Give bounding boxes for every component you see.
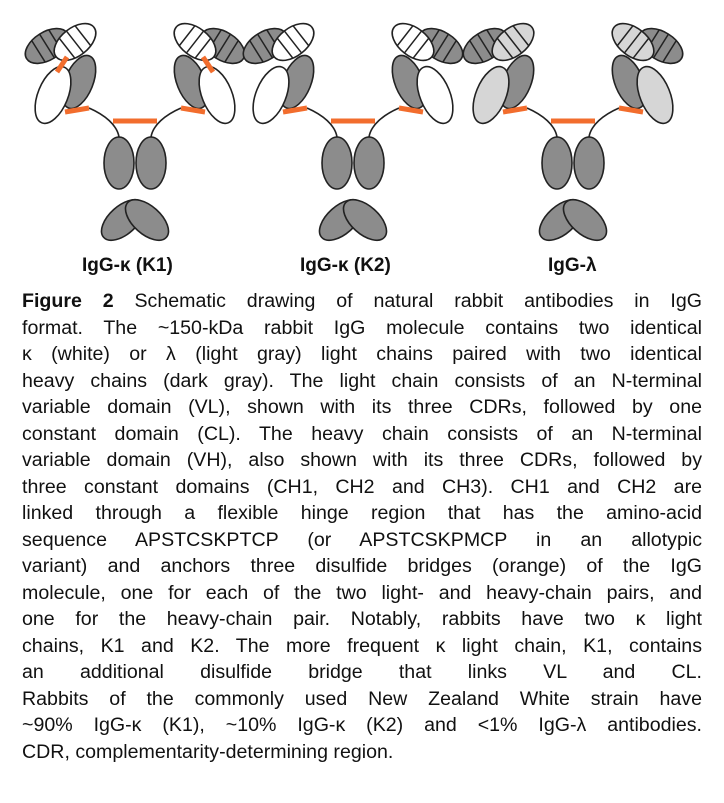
ch2-domain-left [541, 136, 573, 190]
cl-domain-left [34, 65, 72, 125]
antibody-1 [24, 19, 246, 242]
cdr-line [182, 26, 208, 58]
caption-line: Rabbits of the commonly used New Zealand… [22, 687, 702, 710]
caption-line: constant domain (CL). The heavy chain co… [22, 422, 702, 445]
ch2-domain-left [321, 136, 353, 190]
caption-line: format. The ~150-kDa rabbit IgG molecule… [22, 316, 702, 339]
caption-line: Figure 2 Schematic drawing of natural ra… [22, 290, 702, 312]
light-heavy-disulfide-left [64, 105, 90, 115]
caption-line: variable domain (VL), shown with its thr… [22, 396, 702, 418]
figure-label: Figure 2 [22, 290, 114, 312]
caption-line: heavy chains (dark gray). The light chai… [22, 369, 702, 392]
panel-label-igg-lambda: IgG-λ [548, 255, 597, 276]
cdr-line [253, 28, 277, 64]
ch3-domain-right [562, 198, 608, 242]
figure-caption: Figure 2 Schematic drawing of natural ra… [22, 288, 702, 765]
ch2-domain-left [103, 136, 135, 190]
cl-domain-right [416, 65, 454, 125]
cdr-line [62, 26, 88, 58]
vl-cl-disulfide-right [200, 55, 216, 74]
cdr-line [500, 26, 526, 58]
light-heavy-disulfide-left [282, 105, 308, 115]
caption-line: variant) and anchors three disulfide bri… [22, 555, 702, 577]
caption-line: κ (white) or λ (light gray) light chains… [22, 343, 702, 365]
light-heavy-disulfide-right [180, 105, 206, 115]
panel-label-igg-kappa-k1: IgG-κ (K1) [82, 255, 173, 276]
cdr-line [649, 28, 673, 64]
cdr-line [280, 26, 306, 58]
cl-domain-right [198, 65, 236, 125]
cdr-line [35, 28, 59, 64]
caption-line: sequence APSTCSKPTCP (or APSTCSKPMCP in … [22, 528, 702, 551]
caption-line: chains, K1 and K2. The more frequent κ l… [22, 634, 702, 657]
hinge-right [588, 107, 620, 138]
light-heavy-disulfide-right [398, 105, 424, 115]
antibody-schematic-figure [24, 19, 684, 242]
caption-line: one for the heavy-chain pair. Notably, r… [22, 608, 702, 630]
caption-line: linked through a flexible hinge region t… [22, 502, 702, 524]
ch2-domain-right [353, 136, 385, 190]
ch3-domain-right [124, 198, 170, 242]
caption-line: CDR, complementarity-determining region. [22, 740, 394, 763]
caption-line: ~90% IgG-κ (K1), ~10% IgG-κ (K2) and <1%… [22, 714, 702, 736]
cl-domain-left [252, 65, 290, 125]
cdr-line [620, 26, 646, 58]
cl-domain-left [472, 65, 510, 125]
caption-line: an additional disulfide bridge that link… [22, 661, 702, 683]
cdr-line [429, 28, 453, 64]
caption-line: molecule, one for each of the two light-… [22, 581, 702, 604]
hinge-right [368, 107, 400, 138]
hinge-left [526, 107, 558, 138]
cl-domain-right [636, 65, 674, 125]
caption-line: three constant domains (CH1, CH2 and CH3… [22, 475, 702, 498]
light-heavy-disulfide-right [618, 105, 644, 115]
hinge-left [306, 107, 338, 138]
ch2-domain-right [135, 136, 167, 190]
ch3-domain-right [342, 198, 388, 242]
cdr-line [400, 26, 426, 58]
cdr-line [473, 28, 497, 64]
vl-cl-disulfide-left [54, 55, 70, 74]
ch2-domain-right [573, 136, 605, 190]
light-heavy-disulfide-left [502, 105, 528, 115]
hinge-right [150, 107, 182, 138]
panel-label-igg-kappa-k2: IgG-κ (K2) [300, 255, 391, 276]
antibody-3 [462, 19, 684, 242]
cdr-line [211, 28, 235, 64]
caption-line: variable domain (VH), also shown with it… [22, 449, 702, 471]
antibody-2 [242, 19, 464, 242]
hinge-left [88, 107, 120, 138]
